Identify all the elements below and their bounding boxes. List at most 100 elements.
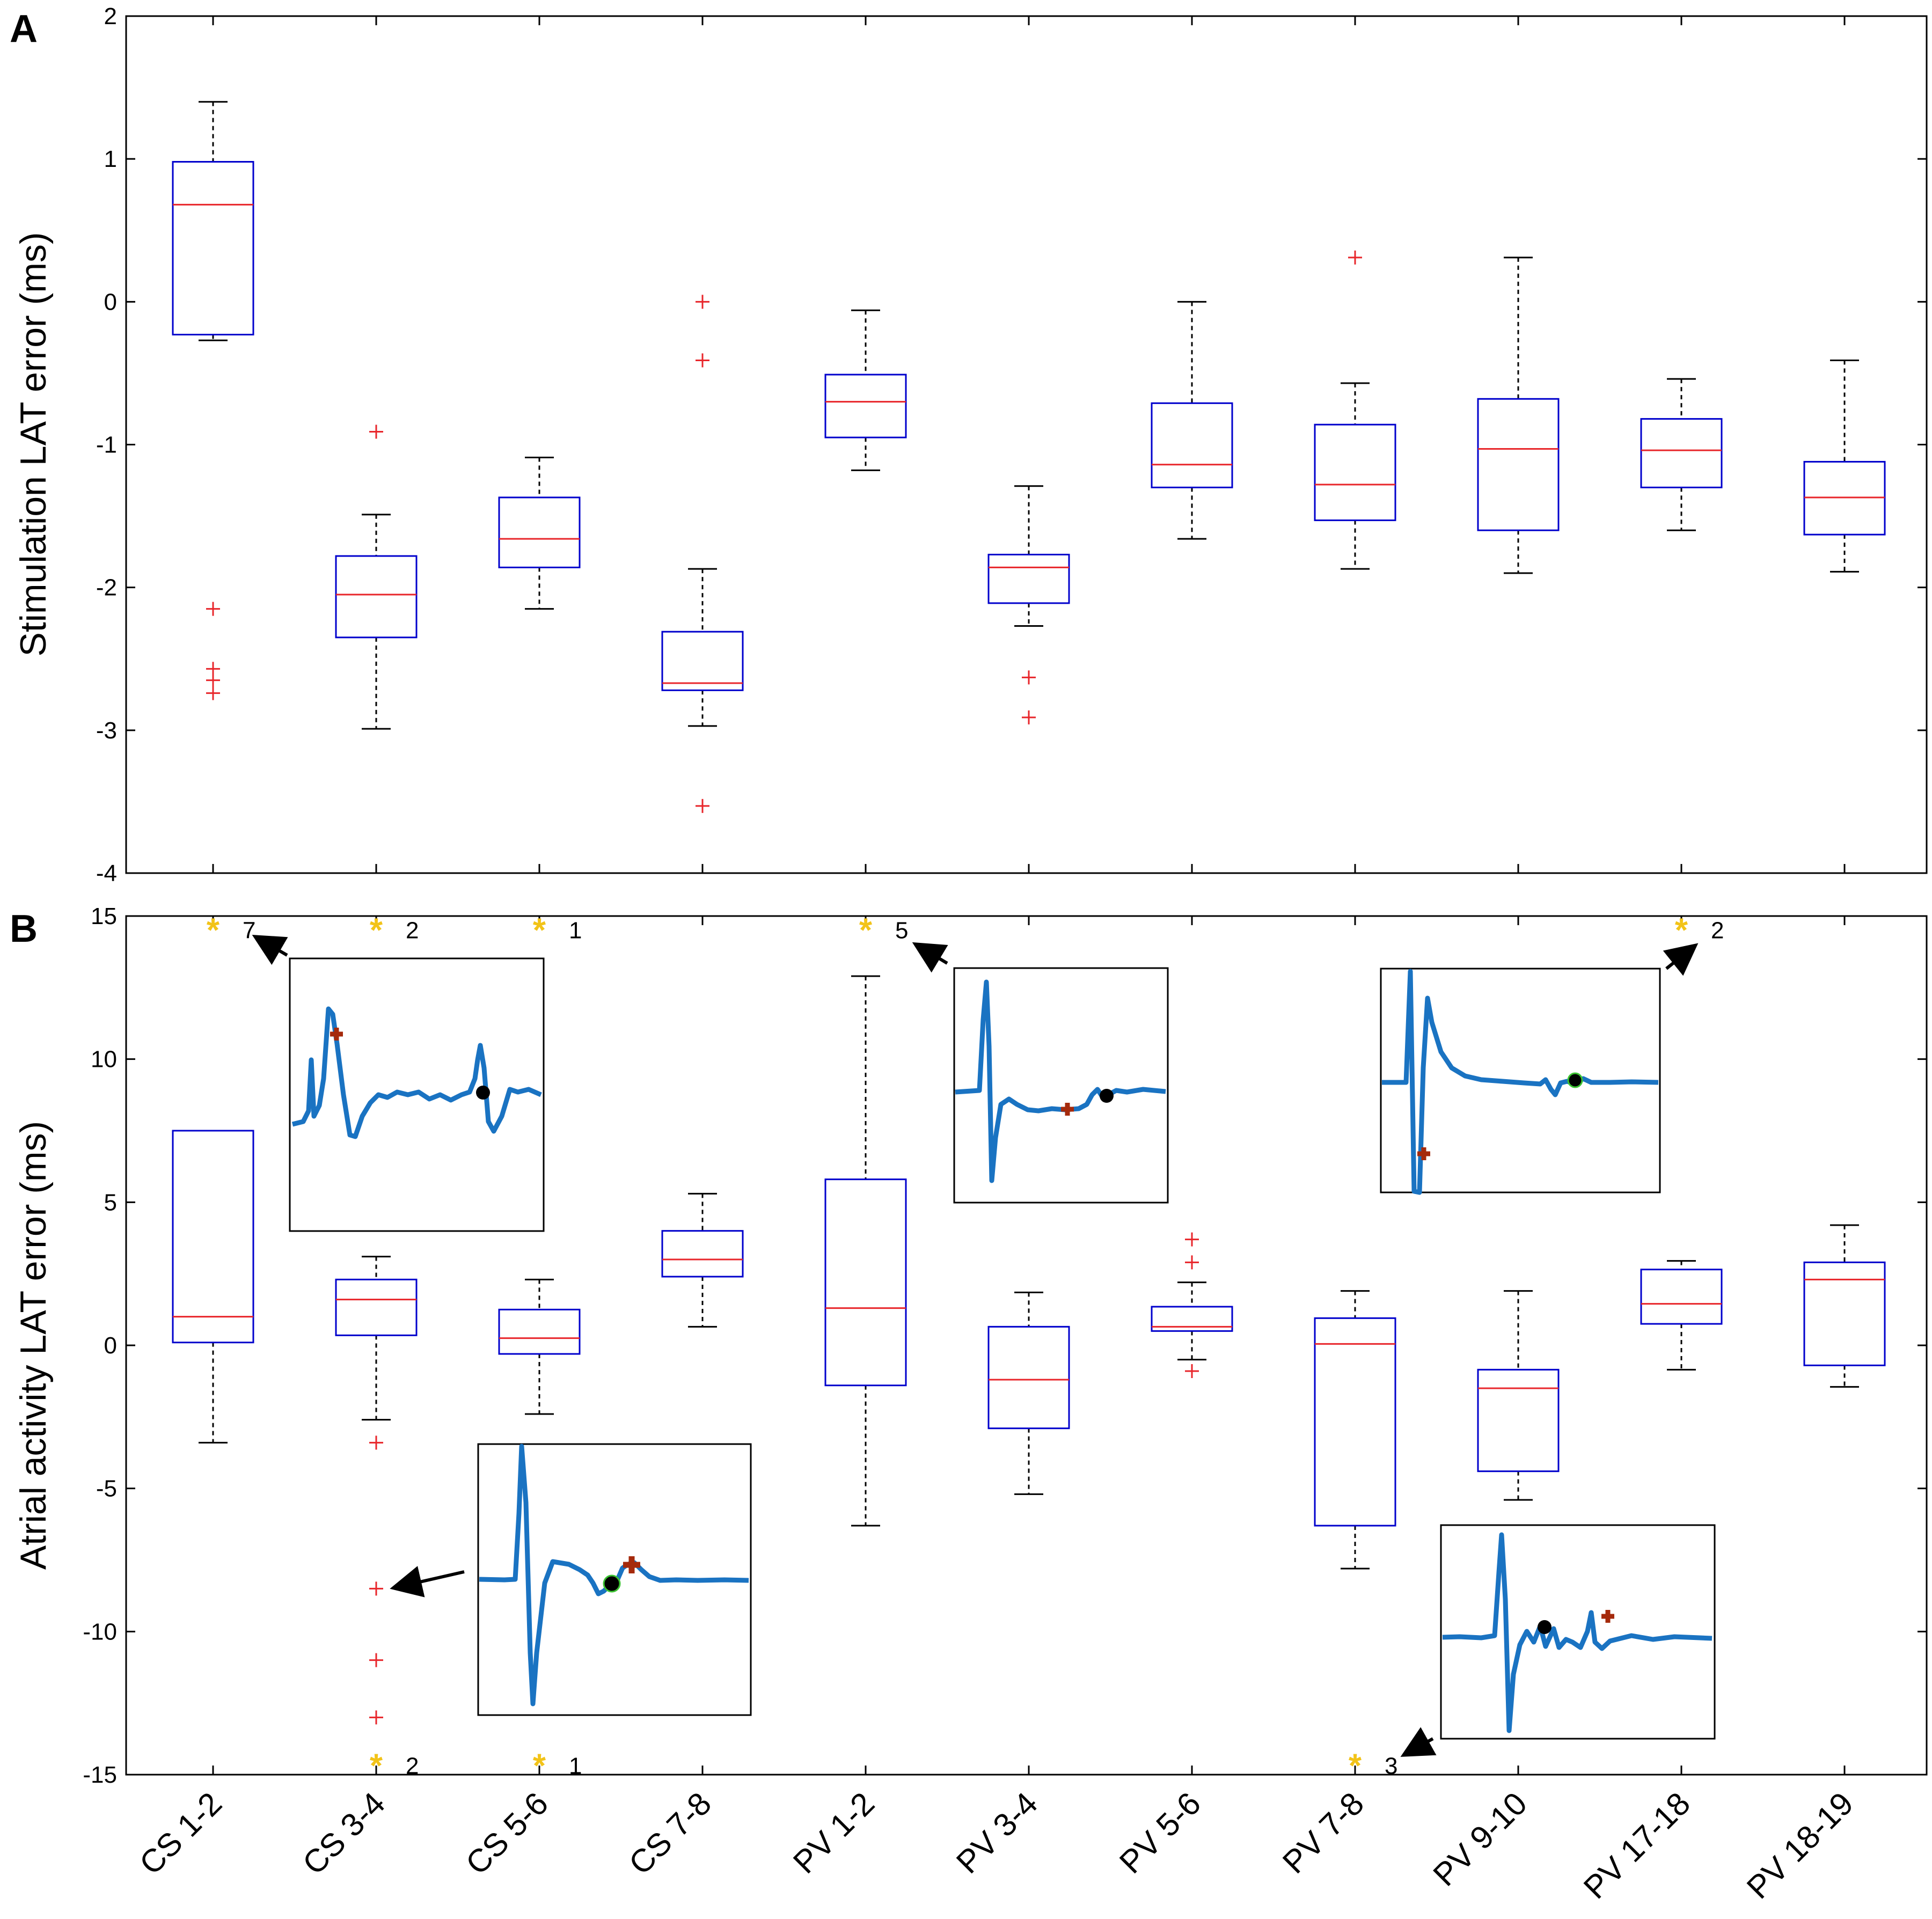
box-b-2: * 1 * 1 xyxy=(498,912,582,1785)
panel-a-plot: -4 -3 -2 -1 0 1 2 xyxy=(96,3,1927,887)
y-tick-label: 1 xyxy=(104,146,117,172)
y-tick-label: -1 xyxy=(96,432,117,458)
x-tick-label: PV 3-4 xyxy=(949,1785,1044,1880)
box-b-9: * 2 xyxy=(1640,912,1724,1371)
iqr-box xyxy=(661,1230,744,1278)
box-b-5 xyxy=(987,1291,1070,1495)
inset-lat-cross xyxy=(1417,1147,1430,1160)
iqr-box xyxy=(1314,423,1396,522)
offscale-count: 1 xyxy=(569,1753,582,1779)
offscale-count: 2 xyxy=(1711,917,1724,943)
offscale-count: 2 xyxy=(406,1753,419,1779)
iqr-box xyxy=(498,496,581,568)
box-b-3 xyxy=(661,1192,744,1328)
outlier-marker xyxy=(1185,1232,1199,1247)
offscale-star: * xyxy=(533,1748,546,1785)
iqr-box xyxy=(1477,398,1560,531)
box-b-8 xyxy=(1477,1290,1560,1501)
box-b-1: * 2 * 2 xyxy=(335,912,419,1785)
outlier-marker xyxy=(206,673,220,687)
inset-lat-cross xyxy=(330,1028,343,1041)
y-tick-label: -3 xyxy=(96,717,117,744)
inset-cs-1-2 xyxy=(252,934,545,1232)
inset-lat-cross xyxy=(623,1556,640,1573)
x-tick-label: CS 1-2 xyxy=(133,1785,229,1881)
x-tick-label: PV 7-8 xyxy=(1276,1785,1371,1880)
offscale-star: * xyxy=(533,912,546,949)
iqr-box xyxy=(987,553,1070,604)
inset-lat-cross xyxy=(1601,1610,1614,1623)
inset-black-dot xyxy=(476,1086,490,1100)
outlier-marker xyxy=(369,1653,383,1667)
y-tick-label: 2 xyxy=(104,3,117,30)
inset-black-dot xyxy=(1538,1620,1552,1634)
iqr-box xyxy=(824,373,907,438)
iqr-box xyxy=(987,1325,1070,1430)
outlier-marker xyxy=(1022,670,1036,685)
inset-pointer-arrow xyxy=(252,934,288,965)
y-tick-label: -15 xyxy=(83,1762,117,1788)
inset-pointer-arrow xyxy=(1400,1727,1437,1757)
x-tick-label: PV 18-19 xyxy=(1740,1785,1860,1906)
outlier-marker xyxy=(369,1581,383,1596)
outlier-marker xyxy=(696,353,709,368)
box-a-4 xyxy=(824,309,907,471)
offscale-star: * xyxy=(859,912,873,949)
outlier-marker xyxy=(369,424,383,439)
offscale-star: * xyxy=(370,912,383,949)
inset-black-dot xyxy=(1567,1072,1583,1088)
offscale-count: 3 xyxy=(1385,1753,1397,1779)
y-tick-label: -2 xyxy=(96,575,117,601)
box-b-0: * 7 xyxy=(172,912,255,1444)
inset-frame xyxy=(1440,1524,1716,1740)
box-b-7: * 3 xyxy=(1314,1290,1397,1785)
inset-lat-cross xyxy=(1061,1103,1074,1116)
offscale-count: 7 xyxy=(243,917,255,943)
x-tick-label: PV 1-2 xyxy=(786,1785,881,1880)
iqr-box xyxy=(1477,1368,1560,1473)
outlier-marker xyxy=(369,1710,383,1725)
offscale-count: 2 xyxy=(406,917,419,943)
box-a-2 xyxy=(498,456,581,610)
iqr-box xyxy=(1803,1261,1886,1366)
inset-signal-trace xyxy=(479,1444,749,1706)
box-a-10 xyxy=(1803,359,1886,573)
box-a-7 xyxy=(1314,250,1396,570)
panel-label-b: B xyxy=(10,907,38,950)
panel-b-y-axis-title: Atrial activity LAT error (ms) xyxy=(13,1121,54,1570)
inset-signal-trace xyxy=(291,1006,542,1139)
box-b-4: * 5 xyxy=(824,912,908,1527)
inset-signal-trace xyxy=(1442,1532,1713,1733)
offscale-star: * xyxy=(1675,912,1688,949)
inset-black-dot xyxy=(1100,1089,1114,1103)
box-a-6 xyxy=(1151,301,1233,540)
box-a-0 xyxy=(172,101,254,700)
outlier-marker xyxy=(696,799,709,813)
iqr-box xyxy=(1151,1306,1233,1332)
y-tick-label: -10 xyxy=(83,1618,117,1645)
y-tick-label: 0 xyxy=(104,289,117,315)
offscale-count: 5 xyxy=(895,917,908,943)
outlier-marker xyxy=(206,686,220,700)
iqr-box xyxy=(335,1278,418,1336)
offscale-count: 1 xyxy=(569,917,582,943)
iqr-box xyxy=(172,160,254,336)
outlier-marker xyxy=(1185,1364,1199,1378)
outlier-marker xyxy=(1348,250,1362,265)
y-tick-label: 15 xyxy=(91,903,117,929)
y-tick-label: -5 xyxy=(96,1476,117,1502)
panel-a-y-axis-title: Stimulation LAT error (ms) xyxy=(13,232,54,657)
iqr-box xyxy=(661,631,744,691)
offscale-star: * xyxy=(207,912,220,949)
iqr-box xyxy=(1640,418,1723,488)
x-tick-label: PV 17-18 xyxy=(1577,1785,1697,1906)
inset-pv-17-18 xyxy=(1380,943,1699,1195)
offscale-star: * xyxy=(370,1748,383,1785)
x-tick-label: PV 9-10 xyxy=(1426,1785,1534,1893)
iqr-box xyxy=(172,1130,254,1344)
iqr-box xyxy=(1151,402,1233,488)
y-tick-label: 10 xyxy=(91,1046,117,1073)
box-a-1 xyxy=(335,424,418,730)
